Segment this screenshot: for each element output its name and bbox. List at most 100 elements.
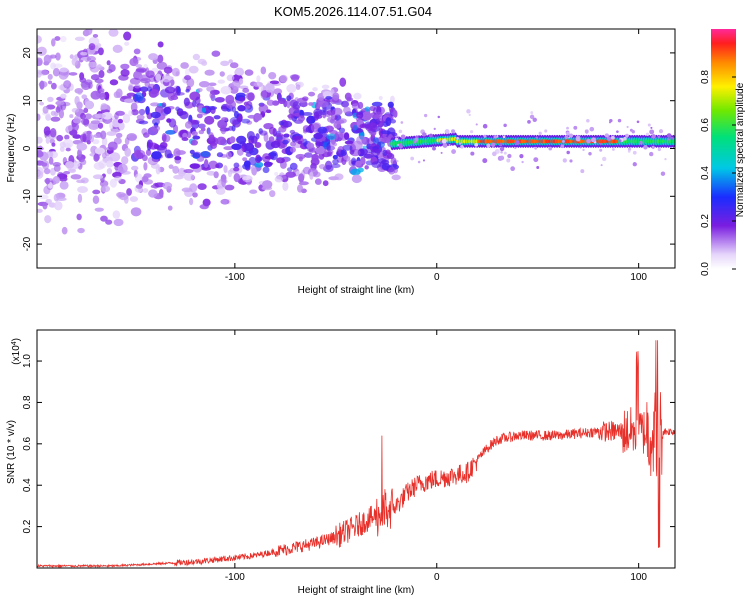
spectrogram-cell <box>53 63 63 69</box>
spectrogram-cell <box>324 160 333 170</box>
spectrogram-cell <box>667 138 670 141</box>
spectrogram-cell <box>98 70 105 79</box>
spectrogram-cell <box>340 149 347 157</box>
spectrogram-cell <box>77 193 83 203</box>
spectrogram-cell <box>588 152 592 156</box>
spectrogram-cell <box>625 133 629 138</box>
spectrogram-cell <box>470 151 475 156</box>
spectrogram-cell <box>331 163 341 169</box>
spectrogram-cell <box>39 80 45 90</box>
x-tick-label: 0 <box>434 272 440 283</box>
spectrogram-cell <box>617 118 622 123</box>
spectrogram-cell <box>220 86 232 95</box>
spectrogram-cell <box>138 120 149 125</box>
spectrogram-cell <box>92 174 104 180</box>
x-tick-label: 100 <box>630 272 647 283</box>
spectrogram-cell <box>204 115 215 125</box>
spectrogram-cell <box>417 160 421 164</box>
spectrogram-cell <box>396 160 399 163</box>
spectrogram-cell <box>94 207 104 212</box>
spectrogram-cell <box>105 219 113 225</box>
spectrogram-cell <box>58 109 65 119</box>
spectrogram-cell <box>510 166 516 172</box>
spectrogram-cell <box>37 46 47 56</box>
spectrogram-cell <box>326 109 336 116</box>
spectrogram-cell <box>121 156 129 165</box>
colorbar-label: Normalized spectral amplitude <box>735 82 746 217</box>
spectrogram-cell <box>52 67 60 77</box>
spectrogram-cell <box>44 215 52 224</box>
spectrogram-cell <box>643 145 648 150</box>
spectrogram-cell <box>292 135 302 141</box>
spectrogram-cell <box>60 35 67 43</box>
spectrogram-cell <box>98 47 104 56</box>
spectrogram-cell <box>311 153 319 162</box>
spectrogram-cell <box>399 143 402 146</box>
spectrogram-cell <box>226 74 235 82</box>
spectrogram-cell <box>274 176 283 183</box>
spectrogram-cell <box>38 194 49 200</box>
y-tick-label: 1.0 <box>22 354 33 368</box>
spectrogram-cell <box>143 132 150 138</box>
spectrogram-cell <box>355 160 362 167</box>
spectrogram-cell <box>215 164 220 169</box>
spectrogram-cell <box>80 177 89 184</box>
spectrogram-cell <box>433 127 436 131</box>
spectrogram-cell <box>532 117 537 123</box>
spectrogram-y-label: Frequency (Hz) <box>6 114 17 183</box>
spectrogram-cell <box>432 146 436 151</box>
spectrogram-cell <box>117 163 128 174</box>
spectrogram-cell <box>468 113 471 117</box>
spectrogram-cell <box>638 140 643 145</box>
spectrogram-cell <box>129 57 139 67</box>
spectrogram-cell <box>339 77 347 87</box>
spectrogram-cell <box>143 173 152 178</box>
spectrogram-cell <box>609 118 613 123</box>
spectrogram-cell <box>263 161 273 168</box>
spectrogram-cell <box>114 175 122 182</box>
spectrogram-cell <box>99 92 106 101</box>
spectrogram-cell <box>37 136 43 144</box>
spectrogram-cell <box>171 67 180 77</box>
spectrogram-cell <box>493 134 497 139</box>
spectrogram-cell <box>215 187 226 195</box>
spectrogram-cell <box>358 148 368 156</box>
spectrogram-cell <box>325 95 333 100</box>
spectrogram-cell <box>302 96 309 101</box>
spectrogram-cell <box>262 166 270 174</box>
spectrogram-cell <box>244 69 254 76</box>
spectrogram-cell <box>474 142 479 147</box>
spectrogram-cell <box>51 142 56 147</box>
spectrogram-cell <box>122 113 131 124</box>
spectrogram-cell <box>632 150 637 155</box>
spectrogram-cell <box>304 152 313 158</box>
spectrogram-cell <box>514 147 517 150</box>
spectrogram-cell <box>352 124 358 131</box>
spectrogram-cell <box>270 140 281 149</box>
spectrogram-cell <box>573 125 578 130</box>
spectrogram-cell <box>117 118 124 124</box>
spectrogram-cell <box>89 134 94 143</box>
spectrogram-cell <box>394 137 399 142</box>
spectrogram-cell <box>332 92 340 101</box>
colorbar-tick-label: 0.8 <box>700 70 711 84</box>
spectrogram-cell <box>279 74 288 83</box>
spectrogram-cell <box>148 189 158 198</box>
spectrogram-cell <box>143 179 154 185</box>
spectrogram-cell <box>42 201 48 210</box>
spectrogram-cell <box>308 102 314 106</box>
spectrogram-cell <box>76 142 88 151</box>
spectrogram-cell <box>269 80 280 85</box>
spectrogram-cell <box>482 158 488 164</box>
spectrogram-cell <box>338 118 347 124</box>
spectrogram-cell <box>626 125 629 129</box>
spectrogram-cell <box>210 142 218 149</box>
spectrogram-cell <box>199 204 209 210</box>
spectrogram-cell <box>238 96 246 102</box>
spectrogram-cell <box>657 147 661 152</box>
spectrogram-cell <box>317 100 329 108</box>
spectrogram-cell <box>353 92 362 100</box>
spectrogram-cell <box>492 151 497 157</box>
spectrogram-cell <box>256 156 263 162</box>
spectrogram-cell <box>52 176 60 184</box>
